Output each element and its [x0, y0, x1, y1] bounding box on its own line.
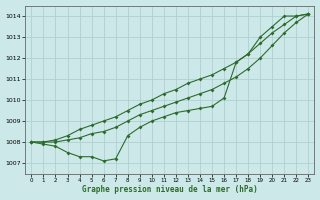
X-axis label: Graphe pression niveau de la mer (hPa): Graphe pression niveau de la mer (hPa) — [82, 185, 258, 194]
